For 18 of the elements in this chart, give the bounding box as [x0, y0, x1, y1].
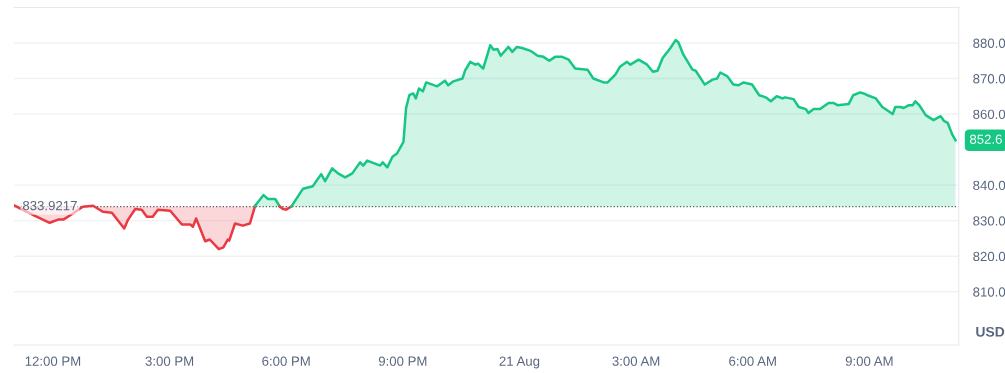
annotation: 852.6 [969, 134, 1002, 144]
x-tick-label: 6:00 AM [729, 356, 776, 366]
x-tick-label: 3:00 PM [145, 356, 194, 366]
y-tick-label: 810.0 [973, 287, 1005, 297]
ref-line-label: 833.9217 [22, 200, 77, 211]
y-tick-label: 870.0 [973, 74, 1005, 84]
y-axis-title: USD [976, 326, 1005, 337]
y-tick-label: 860.0 [973, 109, 1005, 119]
x-tick-label: 21 Aug [499, 356, 540, 369]
x-tick-label: 6:00 PM [262, 356, 310, 366]
y-tick-label: 830.0 [973, 216, 1005, 226]
x-tick-label: 9:00 AM [845, 356, 893, 366]
y-tick-label: 840.0 [973, 180, 1005, 191]
y-tick-label: 820.0 [973, 251, 1005, 262]
x-tick-label: 3:00 AM [612, 356, 660, 366]
y-tick-label: 880.0 [973, 38, 1005, 48]
x-tick-label: 12:00 PM [25, 356, 81, 366]
x-tick-label: 9:00 PM [378, 356, 427, 366]
